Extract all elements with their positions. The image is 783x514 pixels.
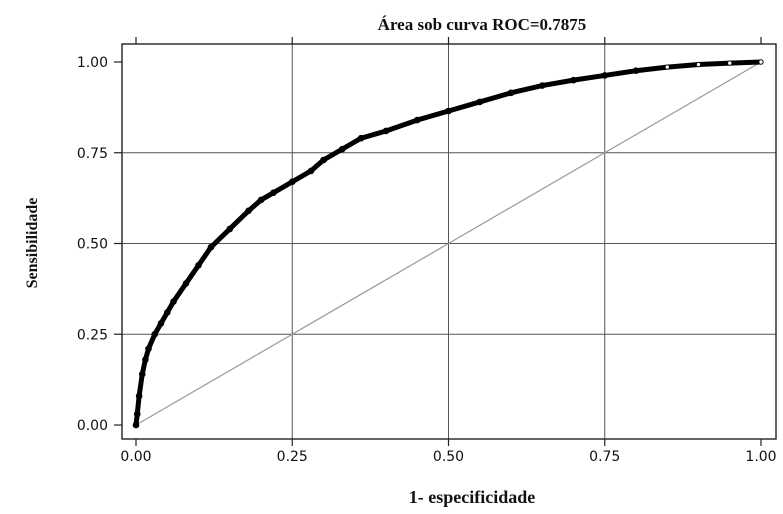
roc-curve-point — [413, 116, 421, 124]
roc-curve-point — [538, 82, 546, 89]
roc-curve-point — [632, 67, 640, 75]
y-tick-label: 0.50 — [77, 237, 108, 253]
roc-curve-point — [270, 189, 277, 196]
roc-curve-point — [195, 261, 202, 269]
x-tick-label: 1.00 — [745, 449, 776, 465]
roc-curve-point — [182, 280, 190, 287]
roc-curve-point — [570, 76, 577, 84]
series-layer — [132, 59, 764, 429]
x-tick-label: 0.25 — [277, 449, 308, 465]
roc-curve-point — [135, 392, 143, 400]
roc-curve-point — [170, 298, 177, 305]
roc-curve-point — [338, 145, 346, 153]
roc-curve-point — [133, 410, 141, 418]
roc-curve-point — [163, 309, 171, 316]
roc-curve-point — [507, 89, 515, 97]
roc-curve-point — [207, 243, 215, 251]
roc-curve-point — [382, 127, 390, 135]
x-tick-label: 0.00 — [120, 449, 151, 465]
roc-curve-point — [142, 356, 149, 363]
roc-curve-point — [145, 345, 152, 353]
x-tick-label: 0.50 — [433, 449, 464, 465]
x-axis-tick-marks — [135, 37, 762, 446]
y-tick-label: 0.75 — [77, 146, 108, 162]
roc-curve-point — [727, 60, 733, 66]
roc-curve-point — [664, 64, 670, 70]
roc-curve-point — [445, 107, 452, 115]
y-axis-label: Sensibilidade — [24, 198, 41, 289]
y-axis-tick-labels: 0.00 0.25 0.50 0.75 1.00 — [77, 55, 108, 434]
x-axis-label: 1- especificidade — [409, 487, 535, 507]
roc-curve-point — [357, 134, 365, 142]
x-axis-tick-labels: 0.00 0.25 0.50 0.75 1.00 — [120, 449, 776, 465]
roc-curve-point — [758, 59, 764, 65]
roc-curve-point — [157, 320, 165, 327]
roc-curve-point — [132, 421, 140, 429]
y-axis-tick-marks — [114, 61, 122, 426]
y-tick-label: 1.00 — [77, 55, 108, 71]
roc-curve-point — [307, 167, 315, 175]
y-tick-label: 0.00 — [77, 418, 108, 434]
roc-curve-point — [601, 72, 609, 79]
y-tick-label: 0.25 — [77, 327, 108, 343]
roc-curve-point — [695, 61, 702, 68]
roc-curve-point — [257, 196, 265, 204]
chart-title: Área sob curva ROC=0.7875 — [378, 15, 587, 34]
roc-curve-point — [138, 370, 146, 378]
roc-curve-point — [320, 156, 327, 164]
reference-diagonal-line — [135, 61, 762, 426]
roc-curve-point — [151, 330, 159, 338]
roc-curve-point — [288, 178, 296, 186]
roc-curve-point — [476, 98, 484, 106]
x-tick-label: 0.75 — [589, 449, 620, 465]
roc-curve-point — [245, 207, 252, 215]
roc-curve-point — [226, 225, 234, 233]
